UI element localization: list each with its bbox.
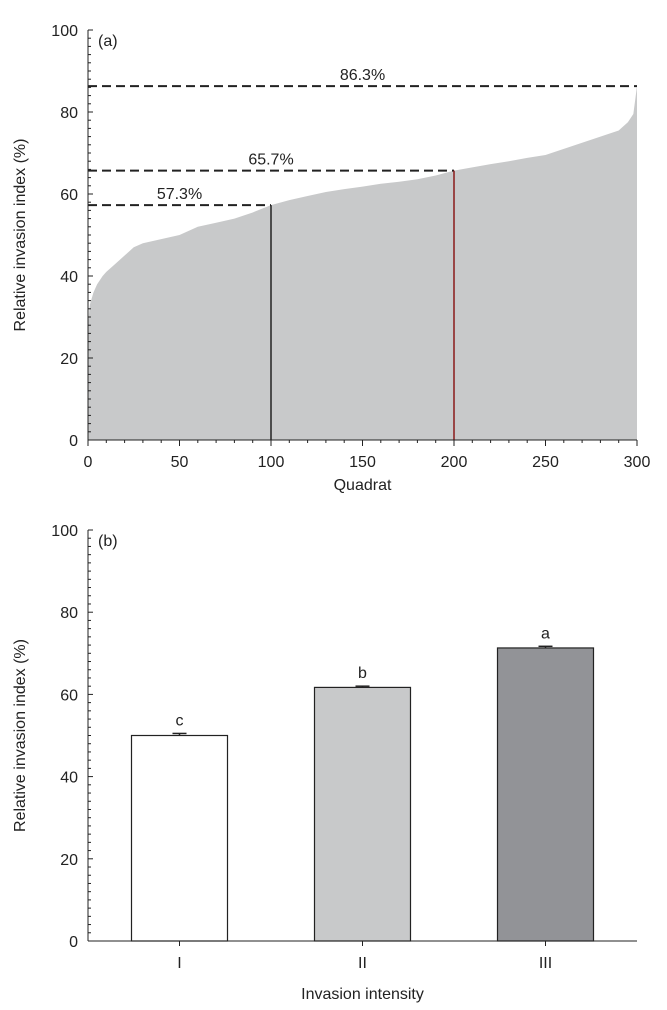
x-tick-label: 300 xyxy=(624,454,651,471)
y-axis-title: Relative invasion index (%) xyxy=(12,639,29,832)
y-tick-label: 60 xyxy=(60,187,78,204)
y-axis-ticks: 0 20 40 60 80 100 xyxy=(51,23,93,450)
y-tick-label: 40 xyxy=(60,269,78,286)
x-category-label: III xyxy=(539,955,552,972)
x-axis-ticks: 0 50 100 150 200 250 300 xyxy=(84,440,651,471)
x-tick-label: 50 xyxy=(171,454,189,471)
y-tick-label: 100 xyxy=(51,23,78,40)
threshold-label: 86.3% xyxy=(340,67,385,84)
x-tick-label: 100 xyxy=(258,454,285,471)
y-tick-label: 0 xyxy=(69,433,78,450)
threshold-label: 57.3% xyxy=(157,186,202,203)
y-tick-label: 20 xyxy=(60,351,78,368)
x-axis-title: Invasion intensity xyxy=(301,986,424,1003)
significance-letter: a xyxy=(541,625,550,642)
x-tick-label: 150 xyxy=(349,454,376,471)
y-axis-title: Relative invasion index (%) xyxy=(12,139,29,332)
y-tick-label: 100 xyxy=(51,523,78,540)
bars: c b a xyxy=(130,625,595,942)
x-tick-label: 0 xyxy=(84,454,93,471)
panel-label-a: (a) xyxy=(98,33,118,50)
bar xyxy=(496,647,595,942)
significance-letter: c xyxy=(176,712,184,729)
y-axis-ticks: 0 20 40 60 80 100 xyxy=(51,523,93,951)
panel-label-b: (b) xyxy=(98,533,118,550)
threshold-annotations: 86.3% 65.7% 57.3% xyxy=(88,67,637,440)
x-tick-label: 250 xyxy=(532,454,559,471)
y-tick-label: 60 xyxy=(60,687,78,704)
x-axis-ticks: I II III xyxy=(177,941,552,972)
panel-a-chart: 86.3% 65.7% 57.3% 0 20 40 60 80 100 0 50 100 150 20… xyxy=(12,23,650,494)
x-tick-label: 200 xyxy=(441,454,468,471)
y-tick-label: 20 xyxy=(60,852,78,869)
threshold-label: 65.7% xyxy=(248,152,293,169)
y-tick-label: 80 xyxy=(60,605,78,622)
bar xyxy=(130,734,229,942)
x-axis-title: Quadrat xyxy=(334,477,392,494)
y-tick-label: 0 xyxy=(69,934,78,951)
x-category-label: I xyxy=(177,955,181,972)
y-tick-label: 80 xyxy=(60,105,78,122)
bar xyxy=(313,686,412,942)
x-category-label: II xyxy=(358,955,367,972)
y-tick-label: 40 xyxy=(60,770,78,787)
significance-letter: b xyxy=(358,665,367,682)
sorted-invasion-area xyxy=(88,86,637,441)
